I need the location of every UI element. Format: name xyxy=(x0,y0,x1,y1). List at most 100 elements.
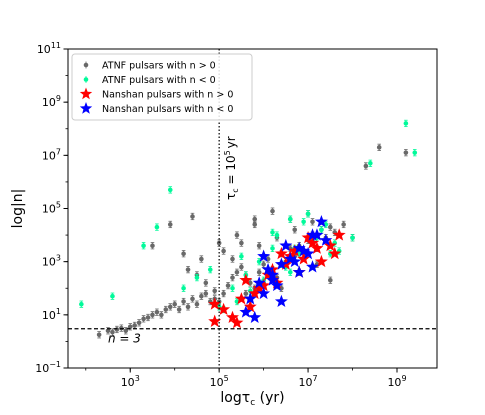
data-point xyxy=(288,244,302,257)
y-tick-label: 101 xyxy=(42,307,61,322)
data-point xyxy=(261,262,266,267)
data-point xyxy=(217,302,231,316)
y-axis-label: log|n| xyxy=(10,189,26,229)
data-point xyxy=(270,230,275,235)
data-point xyxy=(194,301,200,307)
data-point xyxy=(150,243,155,249)
data-point xyxy=(341,222,346,227)
data-point xyxy=(199,256,204,262)
data-point xyxy=(314,254,328,268)
data-point xyxy=(127,324,133,330)
legend-label: Nanshan pulsars with n < 0 xyxy=(102,104,233,115)
data-point xyxy=(287,216,293,222)
data-point xyxy=(305,211,311,217)
data-point xyxy=(274,232,280,238)
data-point xyxy=(403,150,409,155)
data-point xyxy=(363,163,369,169)
data-point xyxy=(248,286,262,300)
x-axis-label: logτc (yr) xyxy=(220,390,284,408)
data-point xyxy=(257,278,271,292)
data-point xyxy=(79,301,84,307)
data-point xyxy=(292,265,306,278)
data-point xyxy=(181,285,186,291)
data-point xyxy=(154,224,160,230)
data-point xyxy=(207,267,213,272)
data-point xyxy=(154,309,160,315)
data-point xyxy=(141,243,146,249)
data-point xyxy=(225,283,231,288)
data-point xyxy=(252,216,258,222)
x-tick-label: 105 xyxy=(210,374,229,389)
data-point xyxy=(266,273,279,286)
data-point xyxy=(301,219,306,225)
data-point xyxy=(368,161,373,166)
legend-label: ATNF pulsars with n < 0 xyxy=(102,75,216,86)
data-point xyxy=(328,224,333,230)
data-point xyxy=(243,292,257,305)
data-point xyxy=(332,228,346,241)
x-tick-label: 103 xyxy=(121,374,140,389)
data-point xyxy=(306,236,319,249)
data-point xyxy=(239,273,253,286)
legend-marker xyxy=(83,62,89,68)
y-tick-label: 105 xyxy=(42,201,61,216)
y-tick-label: 103 xyxy=(42,254,61,269)
data-point xyxy=(190,214,195,219)
data-point xyxy=(261,262,275,276)
vline-label: τc = 105yr xyxy=(223,136,240,200)
data-point xyxy=(328,246,342,260)
data-point xyxy=(283,252,297,265)
data-point xyxy=(287,270,293,275)
data-point xyxy=(328,277,333,283)
data-point xyxy=(136,320,142,326)
data-point xyxy=(243,300,257,313)
data-point xyxy=(239,240,244,246)
data-point xyxy=(257,286,271,300)
y-tick-label: 10−1 xyxy=(35,360,61,375)
data-point xyxy=(279,238,293,252)
data-point xyxy=(159,312,164,318)
data-point xyxy=(239,305,253,318)
data-point xyxy=(257,249,271,262)
legend-marker xyxy=(83,77,89,82)
data-point xyxy=(270,278,284,292)
legend-label: Nanshan pulsars with n > 0 xyxy=(102,90,233,101)
data-point xyxy=(310,219,315,225)
data-point xyxy=(221,291,226,296)
x-tick-label: 107 xyxy=(299,374,318,389)
data-point xyxy=(350,235,355,241)
data-point xyxy=(252,281,266,294)
data-point xyxy=(230,256,235,262)
data-point xyxy=(181,299,186,304)
y-tick-label: 1011 xyxy=(37,41,61,56)
data-point xyxy=(176,307,182,312)
data-point xyxy=(252,276,266,289)
data-point xyxy=(167,304,173,310)
data-point xyxy=(403,121,409,126)
y-tick-label: 109 xyxy=(42,94,61,109)
data-point xyxy=(234,270,240,275)
data-point xyxy=(230,316,244,329)
legend-label: ATNF pulsars with n > 0 xyxy=(102,61,216,72)
data-point xyxy=(221,248,226,254)
data-point xyxy=(203,280,209,286)
data-point xyxy=(292,227,298,233)
data-point xyxy=(230,285,235,291)
legend-marker xyxy=(79,87,93,100)
data-point xyxy=(132,323,137,328)
data-point xyxy=(239,264,244,270)
data-point xyxy=(230,275,235,280)
legend-marker xyxy=(79,102,93,114)
data-point xyxy=(203,291,209,296)
data-point xyxy=(105,328,111,334)
data-point xyxy=(314,214,328,228)
data-point xyxy=(167,222,173,227)
axis-labels: logτc (yr) log|n| xyxy=(10,189,285,408)
data-point xyxy=(190,296,195,302)
data-point xyxy=(412,150,418,155)
data-point xyxy=(319,227,324,233)
data-point xyxy=(301,246,315,260)
data-point xyxy=(141,316,146,322)
data-point xyxy=(110,329,115,335)
